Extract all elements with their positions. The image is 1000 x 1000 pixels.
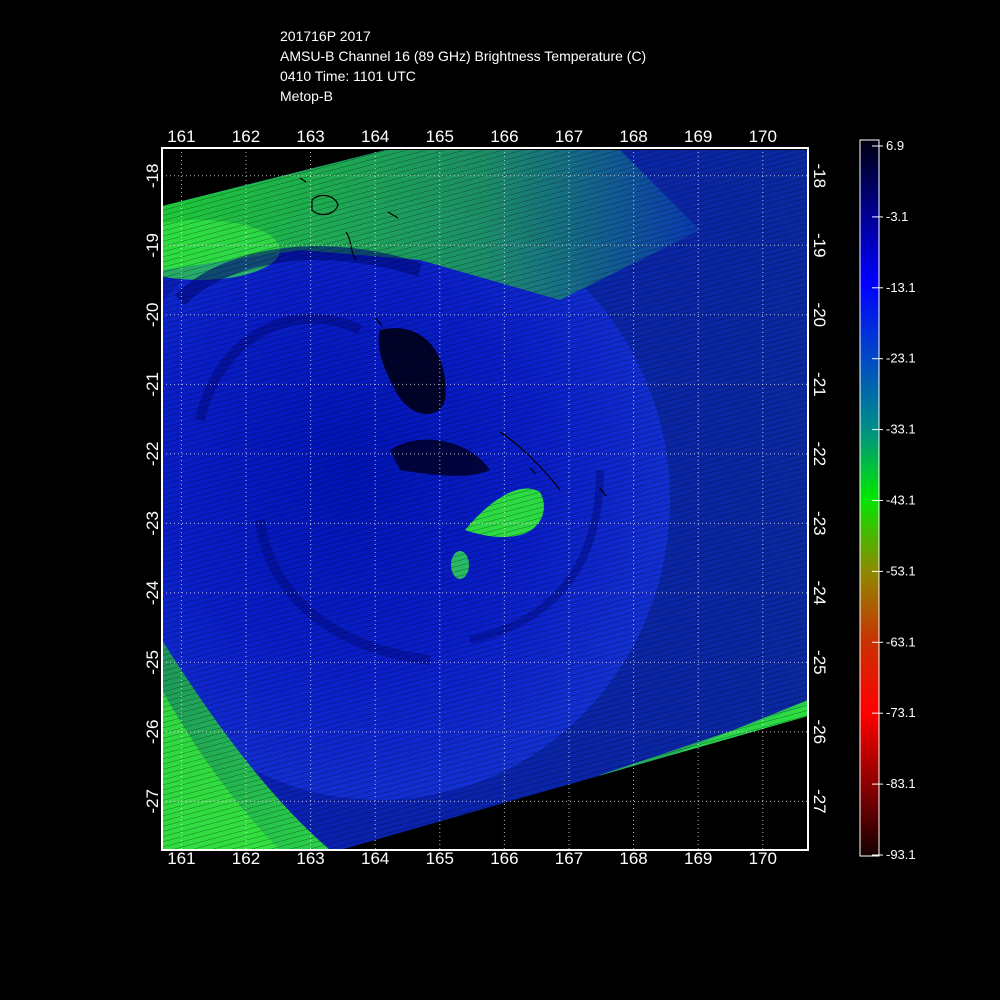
lat-tick-right: -26	[810, 720, 829, 745]
longitude-ticks-bottom: 161 162 163 164 165 166 167 168 169 170	[167, 849, 777, 868]
lon-tick-bottom: 166	[490, 849, 518, 868]
storm-id-label: 201716P 2017	[280, 28, 371, 44]
lon-tick-top: 166	[490, 127, 518, 146]
lon-tick-top: 167	[555, 127, 583, 146]
lat-tick-left: -26	[143, 720, 162, 745]
time-label: 0410 Time: 1101 UTC	[280, 68, 416, 84]
lat-tick-right: -20	[810, 303, 829, 328]
lat-tick-left: -22	[143, 442, 162, 467]
colorbar-gradient	[859, 139, 880, 857]
lon-tick-top: 168	[619, 127, 647, 146]
lat-tick-right: -23	[810, 511, 829, 536]
lon-tick-bottom: 170	[749, 849, 777, 868]
swath-imagery	[162, 150, 808, 850]
colorbar-label: -73.1	[886, 705, 916, 720]
lon-tick-bottom: 168	[619, 849, 647, 868]
colorbar-label: -83.1	[886, 776, 916, 791]
lon-tick-bottom: 167	[555, 849, 583, 868]
product-title: AMSU-B Channel 16 (89 GHz) Brightness Te…	[280, 48, 647, 64]
satellite-label: Metop-B	[280, 88, 333, 104]
product-header: 201716P 2017 AMSU-B Channel 16 (89 GHz) …	[280, 26, 646, 106]
lat-lon-grid	[162, 148, 808, 850]
lat-tick-right: -22	[810, 442, 829, 467]
lon-tick-top: 163	[296, 127, 324, 146]
colorbar-label: -23.1	[886, 351, 916, 366]
lon-tick-top: 169	[684, 127, 712, 146]
lon-tick-bottom: 162	[232, 849, 260, 868]
longitude-ticks-top: 161 162 163 164 165 166 167 168 169 170	[167, 127, 777, 146]
lon-tick-bottom: 163	[296, 849, 324, 868]
lon-tick-bottom: 161	[167, 849, 195, 868]
lon-tick-top: 164	[361, 127, 389, 146]
map-frame	[161, 147, 809, 851]
lon-tick-bottom: 165	[426, 849, 454, 868]
lat-tick-left: -21	[143, 372, 162, 397]
colorbar-label: -13.1	[886, 280, 916, 295]
colorbar-label: -33.1	[886, 422, 916, 437]
coastlines	[299, 177, 607, 497]
lat-tick-right: -27	[810, 789, 829, 814]
lat-tick-left: -24	[143, 581, 162, 606]
lon-tick-top: 162	[232, 127, 260, 146]
lat-tick-left: -25	[143, 650, 162, 675]
colorbar-label: -53.1	[886, 563, 916, 578]
lat-tick-left: -20	[143, 303, 162, 328]
lat-tick-right: -19	[810, 233, 829, 258]
lon-tick-bottom: 164	[361, 849, 389, 868]
lat-tick-right: -21	[810, 372, 829, 397]
lon-tick-top: 161	[167, 127, 195, 146]
lat-tick-right: -24	[810, 581, 829, 606]
colorbar-label: 6.9	[886, 138, 904, 153]
colorbar: 6.9 -3.1 -13.1 -23.1 -33.1 -43.1 -53.1 -63.1 -73…	[859, 138, 916, 862]
colorbar-label: -63.1	[886, 634, 916, 649]
lat-tick-right: -18	[810, 164, 829, 189]
lon-tick-top: 170	[749, 127, 777, 146]
lon-tick-bottom: 169	[684, 849, 712, 868]
latitude-ticks-right: -18 -19 -20 -21 -22 -23 -24 -25 -26 -27	[810, 164, 829, 814]
lat-tick-left: -18	[143, 164, 162, 189]
lat-tick-left: -19	[143, 233, 162, 258]
lat-tick-right: -25	[810, 650, 829, 675]
colorbar-label: -43.1	[886, 493, 916, 508]
lon-tick-top: 165	[426, 127, 454, 146]
lat-tick-left: -27	[143, 789, 162, 814]
latitude-ticks-left: -18 -19 -20 -21 -22 -23 -24 -25 -26 -27	[143, 164, 162, 814]
lat-tick-left: -23	[143, 511, 162, 536]
colorbar-label: -3.1	[886, 209, 908, 224]
colorbar-label: -93.1	[886, 847, 916, 862]
